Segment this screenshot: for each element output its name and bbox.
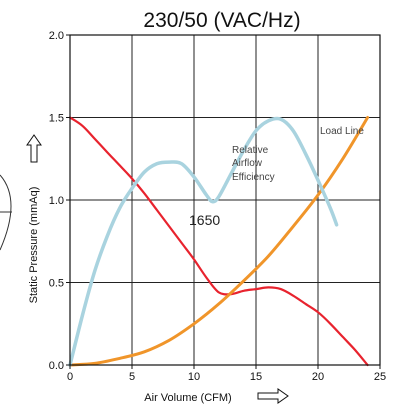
x-axis-label: Air Volume (CFM) bbox=[144, 392, 231, 404]
grid bbox=[69, 34, 381, 366]
pq-series-line bbox=[68, 116, 369, 367]
x-axis-arrow-icon bbox=[257, 388, 289, 404]
chart-title: 230/50 (VAC/Hz) bbox=[143, 9, 300, 32]
y-tick-label: 1.0 bbox=[49, 195, 64, 207]
y-tick-label: 2.0 bbox=[49, 30, 64, 42]
load-series-line bbox=[68, 116, 370, 367]
load-line-label: Load Line bbox=[320, 126, 364, 137]
x-tick-label: 25 bbox=[374, 371, 386, 383]
y-tick-label: 0.5 bbox=[49, 278, 64, 290]
efficiency-label-line1: Relative bbox=[232, 145, 269, 156]
efficiency-label-line2: Airflow bbox=[232, 158, 263, 169]
efficiency-series-line bbox=[68, 116, 339, 367]
x-tick-label: 20 bbox=[312, 371, 324, 383]
y-axis-label: Static Pressure (mmAq) bbox=[28, 187, 40, 304]
fan-outline-decoration bbox=[0, 174, 12, 251]
efficiency-label-line3: Efficiency bbox=[232, 172, 275, 183]
x-tick-label: 15 bbox=[250, 371, 262, 383]
x-tick-label: 5 bbox=[129, 371, 135, 383]
x-tick-label: 10 bbox=[188, 371, 200, 383]
tick-layer: 0 5 10 15 20 25 0.0 0.5 1.0 1.5 2.0 bbox=[49, 30, 386, 383]
x-tick-label: 0 bbox=[67, 371, 73, 383]
series-layer bbox=[68, 116, 370, 367]
y-tick-label: 1.5 bbox=[49, 113, 64, 125]
model-label: 1650 bbox=[189, 212, 220, 228]
y-axis-arrow-icon bbox=[26, 134, 42, 163]
y-tick-label: 0.0 bbox=[49, 360, 64, 372]
